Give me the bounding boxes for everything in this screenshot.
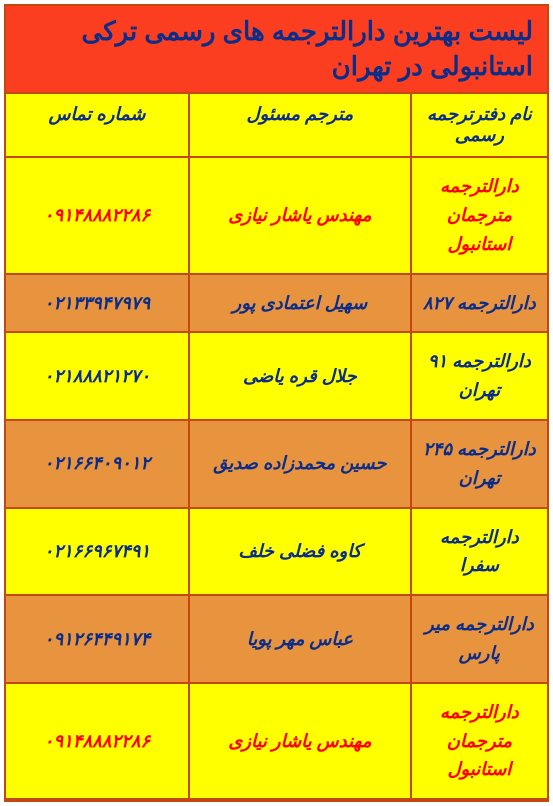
rows-container: دارالترجمه مترجمان استانبولمهندس یاشار ن…: [6, 158, 547, 800]
cell-translator: جلال قره یاضی: [190, 333, 412, 421]
cell-phone: ۰۲۱۶۶۴۰۹۰۱۲: [6, 421, 190, 509]
cell-translator: مهندس یاشار نیازی: [190, 158, 412, 274]
cell-name: دارالترجمه ۲۴۵ تهران: [412, 421, 547, 509]
cell-translator: عباس مهر پویا: [190, 596, 412, 684]
table-row: دارالترجمه سفراکاوه فضلی خلف۰۲۱۶۶۹۶۷۴۹۱: [6, 509, 547, 597]
cell-translator: سهیل اعتمادی پور: [190, 275, 412, 334]
cell-phone: ۰۲۱۸۸۸۲۱۲۷۰: [6, 333, 190, 421]
cell-phone: ۰۹۱۲۶۴۴۹۱۷۴: [6, 596, 190, 684]
translation-offices-table: لیست بهترین دارالترجمه های رسمی ترکی است…: [4, 4, 549, 802]
cell-phone: ۰۹۱۴۸۸۸۲۲۸۶: [6, 684, 190, 800]
cell-name: دارالترجمه مترجمان استانبول: [412, 684, 547, 800]
header-row: نام دفترترجمه رسمی مترجم مسئول شماره تما…: [6, 94, 547, 158]
cell-translator: کاوه فضلی خلف: [190, 509, 412, 597]
cell-phone: ۰۹۱۴۸۸۸۲۲۸۶: [6, 158, 190, 274]
cell-name: دارالترجمه سفرا: [412, 509, 547, 597]
cell-translator: حسین محمدزاده صدیق: [190, 421, 412, 509]
cell-translator: مهندس یاشار نیازی: [190, 684, 412, 800]
cell-phone: ۰۲۱۶۶۹۶۷۴۹۱: [6, 509, 190, 597]
header-translator: مترجم مسئول: [190, 94, 412, 158]
cell-name: دارالترجمه مترجمان استانبول: [412, 158, 547, 274]
cell-name: دارالترجمه میر پارس: [412, 596, 547, 684]
table-row: دارالترجمه ۲۴۵ تهرانحسین محمدزاده صدیق۰۲…: [6, 421, 547, 509]
header-phone: شماره تماس: [6, 94, 190, 158]
table-row: دارالترجمه مترجمان استانبولمهندس یاشار ن…: [6, 684, 547, 800]
table-title: لیست بهترین دارالترجمه های رسمی ترکی است…: [6, 6, 547, 94]
table-row: دارالترجمه ۸۲۷سهیل اعتمادی پور۰۲۱۳۳۹۴۷۹۷…: [6, 275, 547, 334]
table-row: دارالترجمه ۹۱ تهرانجلال قره یاضی۰۲۱۸۸۸۲۱…: [6, 333, 547, 421]
cell-name: دارالترجمه ۸۲۷: [412, 275, 547, 334]
table-row: دارالترجمه میر پارسعباس مهر پویا۰۹۱۲۶۴۴۹…: [6, 596, 547, 684]
cell-phone: ۰۲۱۳۳۹۴۷۹۷۹: [6, 275, 190, 334]
cell-name: دارالترجمه ۹۱ تهران: [412, 333, 547, 421]
table-row: دارالترجمه مترجمان استانبولمهندس یاشار ن…: [6, 158, 547, 274]
header-name: نام دفترترجمه رسمی: [412, 94, 547, 158]
